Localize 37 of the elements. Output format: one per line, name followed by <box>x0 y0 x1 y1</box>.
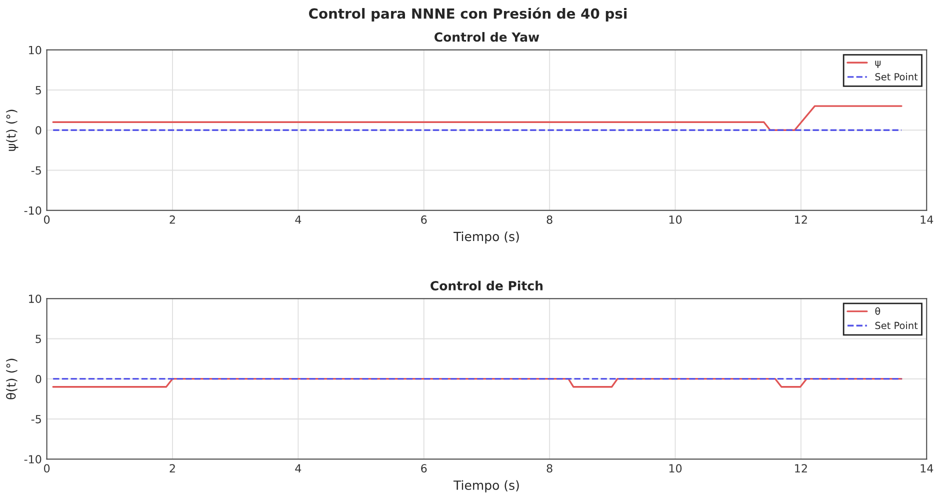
y-tick-label: -5 <box>31 166 41 175</box>
y-tick-label: 5 <box>36 334 41 344</box>
y-axis-title: ψ(t) (°) <box>6 110 18 151</box>
x-tick-label: 14 <box>920 216 934 224</box>
x-axis-title: Tiempo (s) <box>453 480 519 492</box>
y-tick-label: 0 <box>36 374 42 384</box>
y-tick-label: 0 <box>36 126 42 135</box>
x-tick-label: 10 <box>669 215 682 224</box>
x-tick-label: 4 <box>295 464 302 472</box>
x-tick-label: 0 <box>44 464 50 473</box>
y-axis-title: θ(t) (°) <box>6 358 18 400</box>
x-tick-label: 10 <box>669 464 682 473</box>
y-tick-label: -10 <box>24 455 42 464</box>
x-tick-label: 6 <box>421 215 427 224</box>
legend-label: ψ <box>875 60 881 68</box>
y-tick-label: 5 <box>36 86 41 94</box>
chart-title: Control para NNNE con Presión de 40 psi <box>309 7 627 22</box>
y-tick-label: -10 <box>24 206 42 215</box>
y-tick-label: -5 <box>31 415 41 424</box>
x-tick-label: 12 <box>795 215 807 224</box>
legend-label: Set Point <box>875 322 918 330</box>
chart-title: Control de Pitch <box>430 280 543 290</box>
x-tick-label: 2 <box>170 215 175 224</box>
x-tick-label: 8 <box>546 464 552 473</box>
y-tick-label: 10 <box>29 294 42 303</box>
x-tick-label: 12 <box>795 464 807 472</box>
x-tick-label: 6 <box>421 464 427 473</box>
x-tick-label: 8 <box>546 215 552 224</box>
legend-label: Set Point <box>875 72 918 80</box>
legend-label: θ <box>875 307 880 315</box>
x-tick-label: 4 <box>295 216 302 224</box>
x-tick-label: 2 <box>170 464 175 472</box>
x-axis-title: Tiempo (s) <box>453 232 519 244</box>
x-tick-label: 0 <box>44 215 50 224</box>
y-tick-label: 10 <box>29 46 42 54</box>
x-tick-label: 14 <box>920 464 934 472</box>
chart-subtitle: Control de Yaw <box>434 32 540 42</box>
